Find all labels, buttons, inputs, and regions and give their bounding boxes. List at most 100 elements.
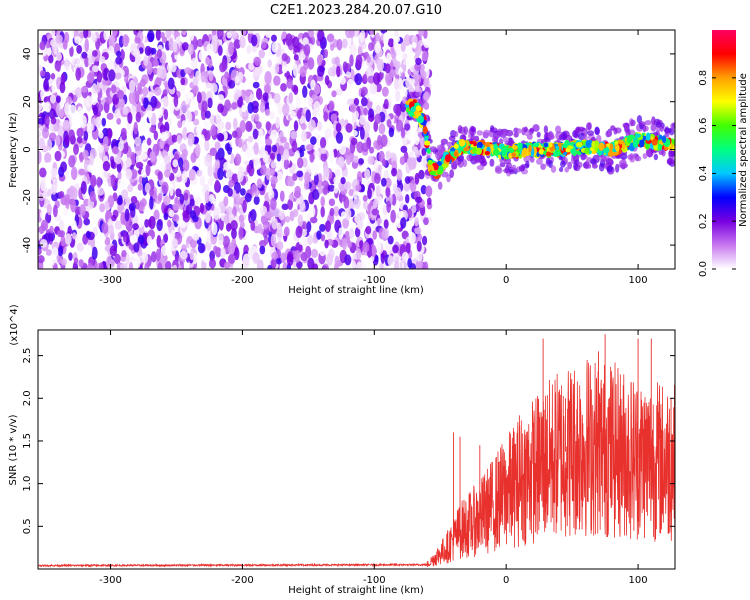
spectrogram-noise-cell: [287, 198, 294, 211]
spectrogram-noise-cell: [353, 197, 361, 209]
spectrogram-noise-cell: [62, 119, 71, 130]
spectrogram-noise-cell: [137, 235, 145, 245]
spectrogram-noise-cell: [327, 184, 336, 192]
spectrogram-signal-cell: [591, 140, 596, 149]
spectrogram-noise-cell: [280, 252, 287, 263]
spectrogram-halo-cell: [664, 126, 670, 134]
spectrogram-noise-cell: [367, 187, 372, 200]
spectrogram-noise-cell: [71, 219, 77, 232]
spectrogram-noise-cell: [320, 196, 325, 207]
spectrogram-noise-cell: [385, 186, 391, 198]
spectrogram-noise-cell: [217, 103, 224, 113]
spectrogram-noise-cell: [228, 80, 236, 89]
spectrogram-noise-cell: [350, 129, 358, 137]
spectrogram-noise-cell: [114, 220, 123, 230]
colorbar-gradient: [712, 30, 736, 269]
spectrogram-noise-cell: [393, 261, 400, 269]
spectrogram-noise-cell: [387, 235, 394, 245]
spectrogram-noise-cell: [220, 247, 226, 258]
spectrogram-noise-cell: [204, 110, 211, 119]
spectrogram-noise-cell: [109, 245, 118, 257]
spectrogram-noise-cell: [128, 262, 134, 269]
spectrogram-noise-cell: [250, 220, 256, 232]
spectrogram-y-label: Frequency (Hz): [8, 112, 19, 188]
spectrogram-noise-cell: [303, 180, 310, 190]
spectrogram-noise-cell: [251, 34, 258, 47]
spectrogram-noise-cell: [199, 175, 206, 187]
spectrogram-noise-cell: [139, 197, 147, 208]
spectrogram-noise-cell: [274, 63, 280, 74]
spectrogram-noise-cell: [56, 60, 61, 73]
spectrogram-noise-cell: [296, 109, 302, 120]
spectrogram-noise-cell: [189, 198, 195, 207]
spectrogram-noise-cell: [309, 206, 316, 218]
spectrogram-noise-cell: [128, 202, 136, 211]
spectrogram-noise-cell: [361, 142, 370, 153]
spectrogram-noise-cell: [413, 74, 419, 87]
spectrogram-noise-cell: [172, 31, 181, 39]
spectrogram-halo-cell: [495, 165, 502, 173]
spectrogram-noise-cell: [376, 240, 382, 253]
spectrogram-halo-cell: [586, 122, 592, 131]
spectrogram-noise-cell: [78, 168, 86, 176]
spectrogram-noise-cell: [51, 242, 59, 250]
spectrogram-noise-cell: [331, 64, 337, 77]
spectrogram-noise-cell: [353, 97, 360, 106]
spectrogram-noise-cell: [46, 203, 52, 216]
spectrogram-halo-cell: [635, 155, 642, 162]
spectrogram-noise-cell: [196, 169, 203, 177]
spectrogram-noise-cell: [329, 207, 335, 217]
spectrogram-halo-cell: [536, 131, 541, 138]
spectrogram-noise-cell: [380, 134, 388, 147]
spectrogram-noise-cell: [38, 225, 45, 235]
spectrogram-noise-cell: [153, 130, 159, 141]
spectrogram-noise-cell: [360, 184, 366, 193]
spectrogram-halo-cell: [415, 91, 422, 97]
spectrogram-noise-cell: [354, 227, 361, 238]
spectrogram-signal-cell: [453, 151, 458, 157]
spectrogram-noise-cell: [135, 161, 144, 169]
colorbar-tick-label: 0.4: [698, 165, 709, 181]
spectrogram-noise-cell: [252, 128, 259, 140]
spectrogram-noise-cell: [98, 131, 104, 139]
spectrogram-noise-cell: [340, 177, 346, 185]
spectrogram-noise-cell: [231, 228, 237, 240]
spectrogram-noise-cell: [334, 168, 341, 177]
spectrogram-noise-cell: [114, 253, 121, 265]
spectrogram-noise-cell: [217, 94, 225, 102]
spectrogram-noise-cell: [256, 178, 263, 189]
spectrogram-noise-cell: [316, 121, 323, 131]
spectrogram-noise-cell: [120, 245, 128, 252]
spectrogram-noise-cell: [275, 116, 280, 129]
spectrogram-noise-cell: [55, 34, 63, 44]
spectrogram-noise-cell: [398, 210, 404, 219]
spectrogram-signal-cell: [634, 133, 641, 138]
spectrogram-noise-cell: [90, 32, 97, 41]
spectrogram-noise-cell: [316, 230, 322, 240]
spectrogram-noise-cell: [388, 127, 395, 138]
spectrogram-noise-cell: [246, 164, 252, 174]
spectrogram-noise-cell: [57, 245, 64, 257]
spectrogram-noise-cell: [408, 231, 416, 244]
spectrogram-noise-cell: [238, 226, 244, 240]
spectrogram-noise-cell: [74, 35, 81, 44]
spectrogram-halo-cell: [476, 165, 485, 171]
spectrogram-halo-cell: [476, 130, 483, 136]
spectrogram-noise-cell: [122, 232, 128, 243]
spectrogram-noise-cell: [296, 170, 304, 178]
spectrogram-noise-cell: [345, 154, 352, 166]
spectrogram-halo-cell: [505, 129, 514, 137]
spectrogram-noise-cell: [168, 37, 174, 52]
spectrogram-noise-cell: [287, 179, 295, 187]
spectrogram-noise-cell: [112, 30, 118, 37]
spectrogram-noise-cell: [390, 69, 396, 78]
spectrogram-noise-cell: [128, 91, 136, 105]
spectrogram-noise-cell: [167, 77, 175, 90]
spectrogram-signal-cell: [609, 143, 614, 151]
spectrogram-noise-cell: [180, 77, 186, 86]
spectrogram-noise-cell: [179, 84, 186, 94]
spectrogram-signal-cell: [555, 145, 560, 151]
spectrogram-noise-cell: [203, 120, 210, 130]
spectrogram-noise-cell: [110, 174, 116, 188]
spectrogram-noise-cell: [421, 235, 428, 246]
